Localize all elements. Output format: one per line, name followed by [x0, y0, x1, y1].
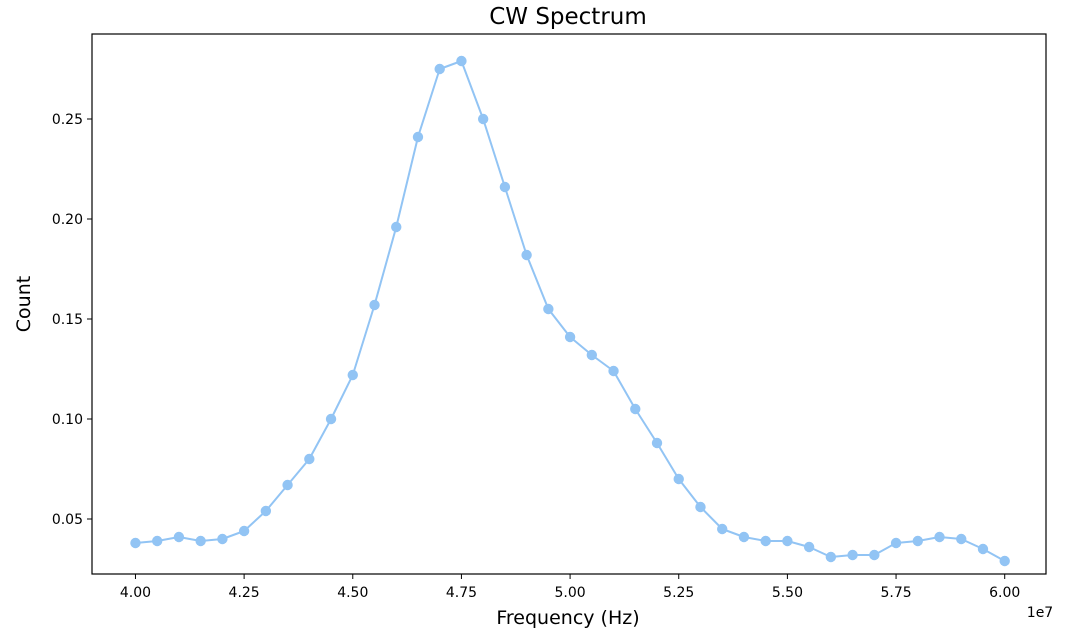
data-point: [325, 413, 337, 425]
data-point: [869, 549, 880, 561]
x-tick-label: 5.75: [880, 585, 911, 601]
data-point: [282, 479, 293, 491]
data-point: [630, 403, 641, 415]
plot-frame: [91, 33, 1047, 575]
data-point: [238, 525, 250, 537]
x-tick-label: 4.25: [229, 585, 260, 601]
x-tick-label: 5.50: [772, 585, 803, 601]
data-point: [977, 543, 989, 555]
data-point: [738, 531, 750, 543]
x-tick-label: 4.00: [120, 585, 151, 601]
data-point: [586, 349, 598, 361]
data-point: [847, 549, 858, 561]
data-point: [391, 221, 402, 233]
data-point: [956, 533, 967, 545]
x-tick-label: 6.00: [989, 585, 1020, 601]
data-point: [304, 453, 315, 465]
data-point: [260, 505, 272, 517]
data-point: [651, 437, 663, 449]
data-point: [803, 541, 815, 553]
chart-title: CW Spectrum: [489, 4, 647, 30]
data-point: [564, 331, 576, 343]
data-point: [890, 537, 902, 549]
data-point: [151, 535, 163, 547]
data-point: [412, 131, 424, 143]
data-point: [195, 535, 206, 547]
data-point: [760, 535, 771, 547]
series-line: [135, 60, 1006, 562]
data-point: [717, 523, 728, 535]
data-point: [173, 531, 185, 543]
x-axis-offset-label: 1e7: [1027, 605, 1053, 621]
y-tick-label: 0.25: [52, 112, 83, 128]
x-tick-label: 4.75: [446, 585, 477, 601]
data-point: [934, 531, 945, 543]
y-tick-label: 0.20: [52, 212, 83, 228]
data-point: [217, 533, 228, 545]
data-point: [130, 537, 141, 549]
data-point: [347, 369, 358, 381]
data-point: [456, 55, 467, 67]
data-point: [673, 473, 684, 485]
y-tick-label: 0.15: [52, 312, 83, 328]
data-point: [999, 555, 1010, 567]
x-tick-label: 5.25: [663, 585, 694, 601]
data-point: [782, 535, 793, 547]
data-point: [369, 299, 380, 311]
data-point: [521, 249, 532, 261]
y-tick-label: 0.10: [52, 412, 83, 428]
data-point: [825, 551, 837, 563]
data-point: [477, 113, 489, 125]
y-tick-label: 0.05: [52, 512, 83, 528]
data-point: [608, 365, 619, 377]
y-axis-label: Count: [13, 276, 35, 332]
x-tick-label: 5.00: [555, 585, 586, 601]
x-axis-label: Frequency (Hz): [496, 607, 639, 629]
x-tick-label: 4.50: [337, 585, 368, 601]
data-point: [434, 63, 445, 75]
data-point: [499, 181, 511, 193]
data-point: [543, 303, 554, 315]
data-point: [695, 501, 706, 513]
data-point: [912, 535, 923, 547]
